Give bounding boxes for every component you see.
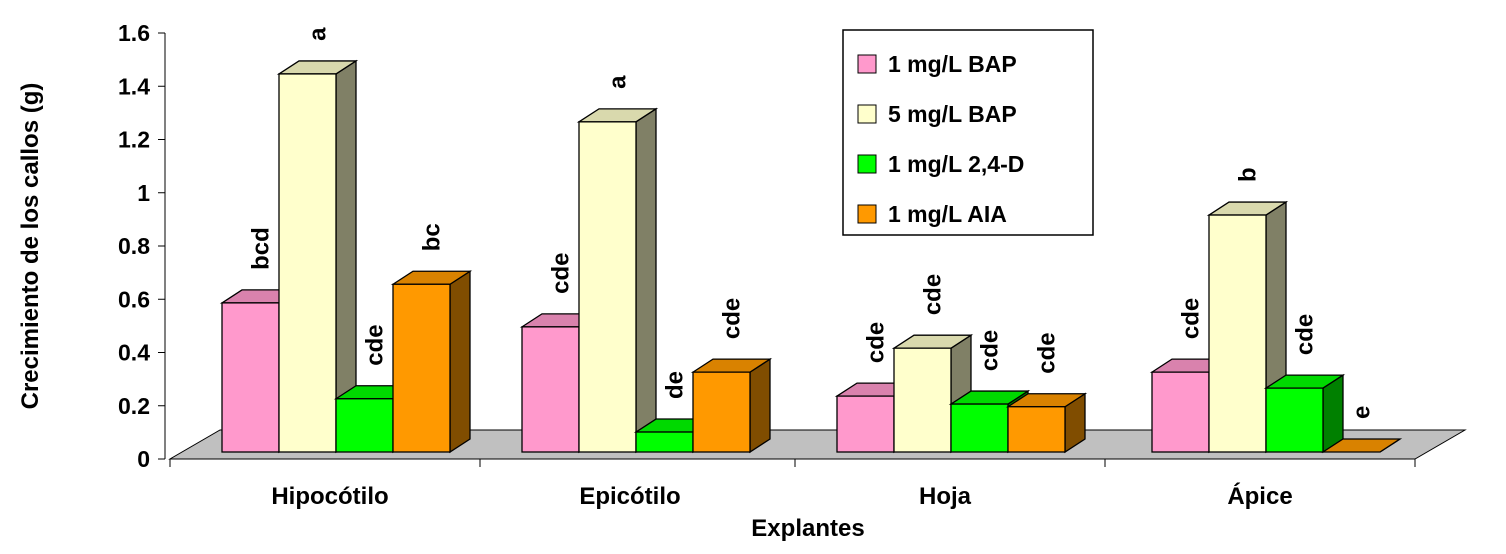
y-tick-label: 1.2 <box>118 127 150 153</box>
significance-letter: cde <box>1034 332 1061 373</box>
bar-front <box>1151 371 1210 453</box>
y-tick-label: 0.4 <box>118 340 150 366</box>
bar-front <box>893 347 952 453</box>
bar <box>576 107 659 454</box>
x-tick-label: Ápice <box>1227 482 1292 510</box>
legend-label: 1 mg/L BAP <box>888 51 1017 77</box>
bar-front <box>392 283 451 453</box>
bar-front <box>335 398 394 453</box>
significance-letter: cde <box>1292 314 1319 355</box>
significance-letter: b <box>1235 167 1262 182</box>
x-tick-label: Hipocótilo <box>271 483 388 510</box>
x-tick-label: Epicótilo <box>579 483 680 510</box>
bar-front <box>1007 406 1066 453</box>
bar-front <box>278 73 337 453</box>
bar-side <box>749 357 771 454</box>
bar-front <box>578 121 637 453</box>
significance-letter: cde <box>719 298 746 339</box>
legend-swatch <box>857 204 877 224</box>
bar <box>1005 392 1088 454</box>
y-tick-label: 1.4 <box>118 73 150 99</box>
significance-letter: cde <box>1178 298 1205 339</box>
bar-front <box>1265 387 1324 453</box>
y-tick-label: 1 <box>137 180 150 206</box>
bar-side <box>635 107 657 454</box>
legend-label: 1 mg/L 2,4-D <box>888 151 1024 177</box>
legend-swatch <box>857 104 877 124</box>
bar-front <box>1208 214 1267 453</box>
significance-letter: cde <box>362 324 389 365</box>
y-tick-label: 0.8 <box>118 233 150 259</box>
significance-letter: cde <box>863 322 890 363</box>
bar-front <box>521 326 580 453</box>
x-tick-label: Hoja <box>919 483 972 510</box>
legend-label: 5 mg/L BAP <box>888 101 1017 127</box>
significance-letter: de <box>662 371 689 399</box>
legend-box <box>842 29 1094 236</box>
x-axis-label: Explantes <box>751 515 864 542</box>
legend-swatch <box>857 154 877 174</box>
bar <box>390 270 473 454</box>
significance-letter: bcd <box>248 227 275 270</box>
bar <box>690 357 773 454</box>
significance-letter: bc <box>419 223 446 251</box>
significance-letter: cde <box>548 253 575 294</box>
y-tick-label: 0 <box>137 446 150 472</box>
significance-letter: e <box>1349 406 1376 419</box>
significance-letter: cde <box>920 274 947 315</box>
significance-letter: cde <box>977 330 1004 371</box>
significance-letter: a <box>605 75 632 89</box>
bar-front <box>221 302 280 453</box>
bar-front <box>692 371 751 453</box>
significance-letter: a <box>305 27 332 41</box>
legend-label: 1 mg/L AIA <box>888 201 1007 227</box>
legend-swatch <box>857 54 877 74</box>
y-tick-label: 1.6 <box>118 20 150 46</box>
bar-front <box>836 395 895 453</box>
bar-top <box>1320 438 1403 453</box>
bar-front <box>950 403 1009 453</box>
bar <box>1320 438 1403 453</box>
y-tick-label: 0.6 <box>118 286 150 312</box>
y-tick-label: 0.2 <box>118 393 150 419</box>
y-axis-label: Crecimiento de los callos (g) <box>17 83 44 410</box>
bar <box>1263 373 1346 454</box>
bar-front <box>635 431 694 453</box>
bar-side <box>449 270 471 454</box>
